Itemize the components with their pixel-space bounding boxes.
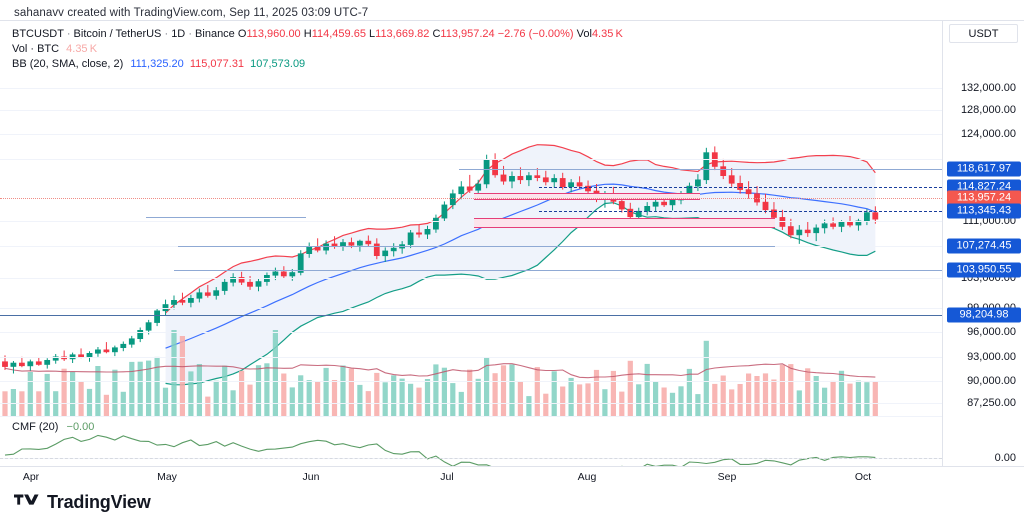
price-axis-tick: 96,000.00 xyxy=(967,326,1016,338)
price-axis-unit: USDT xyxy=(949,24,1018,43)
price-axis-tick: 93,000.00 xyxy=(967,351,1016,363)
legend-low-value: 113,669.82 xyxy=(375,28,430,40)
gridline xyxy=(0,159,942,160)
last-price-line xyxy=(0,198,942,199)
cmf-axis-tick: 0.00 xyxy=(994,452,1016,464)
level-line-107274[interactable] xyxy=(178,246,775,247)
legend-close-value: 113,957.24 xyxy=(440,28,495,40)
price-axis-tick: 128,000.00 xyxy=(960,104,1016,116)
time-axis[interactable]: Apr May Jun Jul Aug Sep Oct xyxy=(0,466,1024,486)
price-axis-tick: 132,000.00 xyxy=(960,82,1016,94)
legend-vol-value: 4.35 K xyxy=(591,28,623,40)
price-zone-lower[interactable] xyxy=(474,218,775,228)
time-axis-tick: Jul xyxy=(440,471,454,483)
legend-sep: · xyxy=(66,28,71,40)
legend-description: Bitcoin / TetherUS xyxy=(73,28,162,40)
legend-interval[interactable]: 1D xyxy=(171,28,186,40)
price-axis-pill[interactable]: 107,274.45 xyxy=(947,238,1021,254)
level-line-98204[interactable] xyxy=(0,315,942,316)
price-axis-pill[interactable]: 98,204.98 xyxy=(947,307,1021,323)
legend-change: −2.76 xyxy=(497,28,526,40)
price-axis-pill[interactable]: 113,957.24 xyxy=(947,190,1021,206)
tradingview-mark-icon xyxy=(14,494,39,505)
price-axis-tick: 87,250.00 xyxy=(967,397,1016,409)
level-line-mid[interactable] xyxy=(146,217,306,218)
legend-volume-study[interactable]: Vol · BTC xyxy=(12,43,60,55)
cmf-zero-line xyxy=(0,458,942,459)
price-axis-tick: 90,000.00 xyxy=(967,375,1016,387)
gridline xyxy=(0,278,942,279)
tradingview-logo: TradingView xyxy=(14,492,151,513)
cmf-label[interactable]: CMF (20) xyxy=(12,421,59,433)
gridline xyxy=(0,221,942,222)
cmf-legend: CMF (20) −0.00 xyxy=(12,421,94,433)
gridline xyxy=(0,134,942,135)
price-axis[interactable]: USDT 132,000.00 128,000.00 124,000.00 111,0… xyxy=(942,21,1024,466)
legend-row-symbol: BTCUSDT · Bitcoin / TetherUS · 1D · Bina… xyxy=(12,27,623,42)
gridline xyxy=(0,403,942,404)
legend-volume-value: 4.35 K xyxy=(66,43,98,55)
legend-symbol[interactable]: BTCUSDT xyxy=(12,28,64,40)
time-axis-tick: Sep xyxy=(717,471,737,483)
cmf-series xyxy=(4,434,876,466)
attribution-text: sahanavv created with TradingView.com, S… xyxy=(14,7,369,19)
legend-high-value: 114,459.65 xyxy=(311,28,366,40)
legend-vol-label: Vol xyxy=(576,28,592,40)
gridline xyxy=(0,357,942,358)
legend-sep: · xyxy=(164,28,169,40)
time-axis-tick: Apr xyxy=(22,471,40,483)
legend-low-label: L xyxy=(369,28,376,40)
gridline-panel-separator xyxy=(0,416,942,417)
legend-open-label: O xyxy=(237,28,247,40)
legend-sep: · xyxy=(188,28,192,40)
legend-change-percent: (−0.00%) xyxy=(528,28,574,40)
legend-row-volume: Vol · BTC 4.35 K xyxy=(12,42,623,57)
price-plot-area[interactable]: BTCUSDT · Bitcoin / TetherUS · 1D · Bina… xyxy=(0,21,942,466)
price-zone-upper[interactable] xyxy=(474,193,700,200)
legend-bb-upper: 115,077.31 xyxy=(189,58,245,70)
legend-bb-label[interactable]: BB (20, SMA, close, 2) xyxy=(12,58,124,70)
price-axis-pill[interactable]: 118,617.97 xyxy=(947,161,1021,177)
gridline xyxy=(0,381,942,382)
gridline xyxy=(0,332,942,333)
gridline xyxy=(0,110,942,111)
chart-legend: BTCUSDT · Bitcoin / TetherUS · 1D · Bina… xyxy=(12,27,623,72)
legend-close-label: C xyxy=(432,28,441,40)
price-axis-tick: 124,000.00 xyxy=(960,128,1016,140)
tradingview-wordmark: TradingView xyxy=(47,492,151,512)
cmf-value: −0.00 xyxy=(66,421,95,433)
legend-exchange: Binance xyxy=(195,28,235,40)
time-axis-tick: May xyxy=(157,471,177,483)
dashed-level-113345[interactable] xyxy=(539,211,942,212)
level-line-103950[interactable] xyxy=(174,270,942,271)
price-axis-pill[interactable]: 103,950.55 xyxy=(947,262,1021,278)
legend-high-label: H xyxy=(303,28,312,40)
legend-open-value: 113,960.00 xyxy=(246,28,301,40)
time-axis-tick: Aug xyxy=(577,471,597,483)
legend-bb-basis: 111,325.20 xyxy=(130,58,184,70)
level-line-118617[interactable] xyxy=(459,169,942,170)
chart-frame: BTCUSDT · Bitcoin / TetherUS · 1D · Bina… xyxy=(0,20,1024,485)
legend-bb-lower: 107,573.09 xyxy=(250,58,306,70)
gridline xyxy=(0,88,942,89)
price-axis-pill[interactable]: 113,345.43 xyxy=(947,203,1021,219)
gridline xyxy=(0,308,942,309)
time-axis-tick: Oct xyxy=(854,471,872,483)
time-axis-tick: Jun xyxy=(302,471,320,483)
legend-row-bb: BB (20, SMA, close, 2) 111,325.20 115,07… xyxy=(12,57,623,72)
dashed-level-114827[interactable] xyxy=(539,187,942,188)
